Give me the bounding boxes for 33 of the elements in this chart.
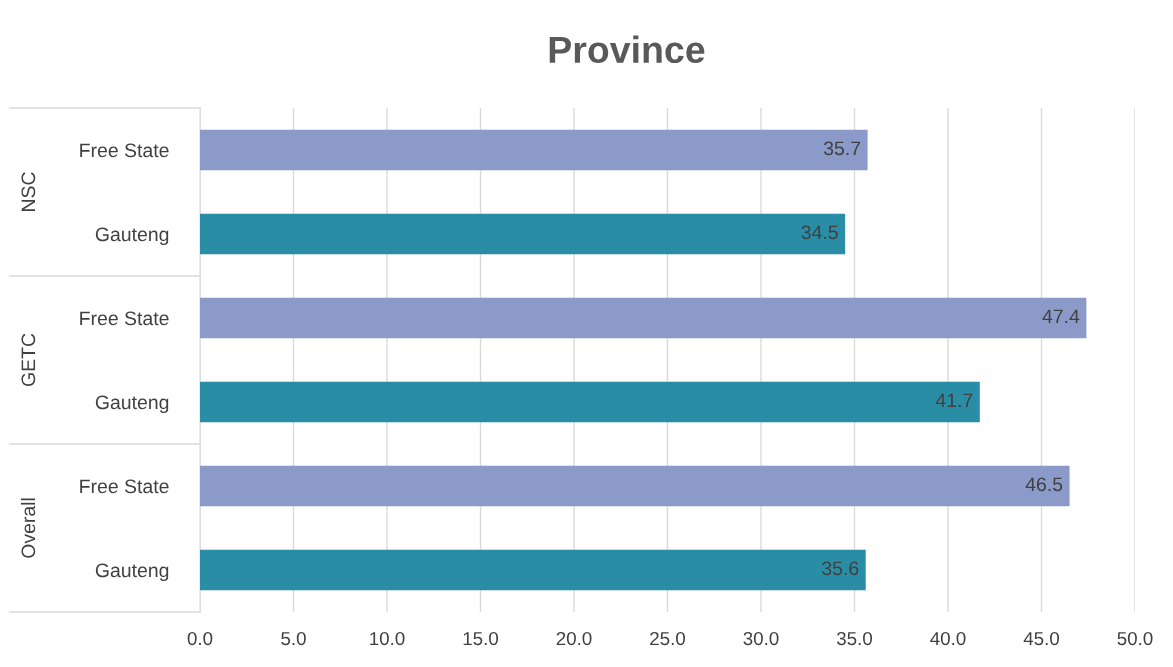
- bar: [200, 381, 980, 423]
- text: NSC: [21, 172, 36, 211]
- x-tick-label: 15.0: [463, 631, 499, 646]
- x-tick-label: 0.0: [187, 631, 213, 646]
- data-label: 46.5: [1025, 477, 1063, 492]
- y-tick-label: Gauteng: [95, 563, 169, 582]
- data-label: 41.7: [935, 393, 973, 408]
- data-label: 35.7: [823, 141, 861, 156]
- bar: [200, 129, 868, 171]
- y-tick-label: Gauteng: [95, 395, 169, 414]
- x-tick-label: 50.0: [1117, 631, 1153, 646]
- x-tick-label: 45.0: [1023, 631, 1060, 646]
- x-tick-label: 40.0: [930, 631, 966, 646]
- x-tick-label: 20.0: [556, 631, 592, 646]
- bar: [200, 465, 1070, 507]
- x-tick-label: 35.0: [836, 631, 873, 646]
- data-label: 34.5: [801, 225, 838, 240]
- y-tick-label: Free State: [80, 143, 169, 158]
- x-tick-label: 10.0: [370, 631, 405, 646]
- data-label: 35.6: [822, 561, 859, 576]
- data-label: 47.4: [1042, 309, 1080, 324]
- x-tick-label: 25.0: [650, 631, 686, 646]
- y-tick-label: Gauteng: [95, 227, 169, 246]
- text: Overall: [20, 498, 36, 558]
- y-tick-label: Free State: [80, 479, 169, 494]
- chart-title: Province: [549, 35, 705, 64]
- bar: [200, 297, 1087, 339]
- x-tick-label: 30.0: [743, 631, 779, 646]
- bar: [200, 213, 846, 255]
- x-tick-label: 5.0: [281, 631, 306, 646]
- bar: [200, 549, 866, 591]
- text: GETC: [21, 333, 36, 387]
- y-tick-label: Free State: [80, 311, 169, 326]
